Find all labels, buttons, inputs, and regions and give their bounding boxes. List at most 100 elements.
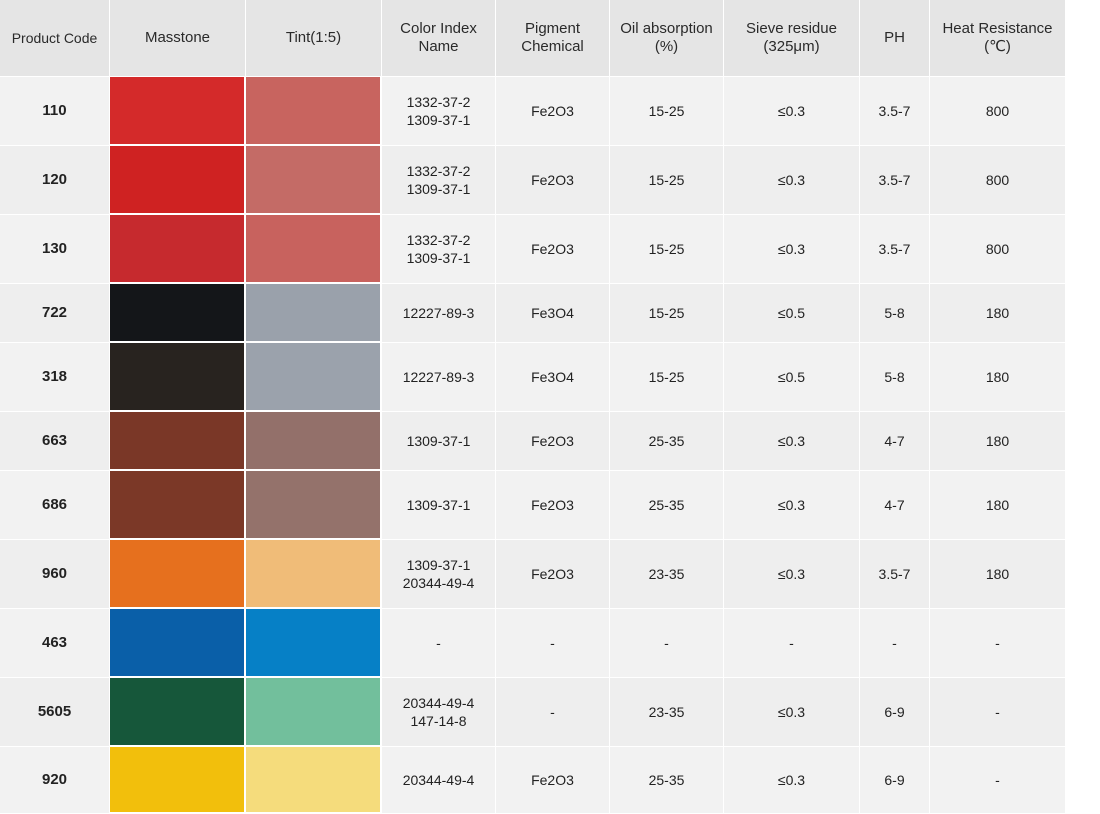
heat-resistance-cell: 800: [930, 215, 1066, 284]
heat-resistance-cell: 180: [930, 412, 1066, 471]
oil-absorption-cell: 25-35: [610, 747, 724, 814]
oil-absorption-cell: 25-35: [610, 412, 724, 471]
masstone-swatch: [110, 284, 246, 343]
color-index-cell: -: [382, 609, 496, 678]
heat-resistance-cell: 180: [930, 284, 1066, 343]
product-code-cell: 5605: [0, 678, 110, 747]
product-code-cell: 110: [0, 77, 110, 146]
heat-resistance-cell: -: [930, 747, 1066, 814]
color-index-cell: 1309-37-1: [382, 471, 496, 540]
oil-absorption-cell: 15-25: [610, 77, 724, 146]
oil-absorption-cell: 23-35: [610, 540, 724, 609]
masstone-swatch: [110, 471, 246, 540]
color-index-cell: 12227-89-3: [382, 343, 496, 412]
header-heat-resistance: Heat Resistance (℃): [930, 0, 1066, 77]
header-ph: PH: [860, 0, 930, 77]
pigment-chemical-cell: Fe2O3: [496, 471, 610, 540]
color-index-cell: 1309-37-1 20344-49-4: [382, 540, 496, 609]
masstone-swatch: [110, 343, 246, 412]
heat-resistance-cell: -: [930, 609, 1066, 678]
tint-swatch: [246, 215, 382, 284]
product-code-cell: 960: [0, 540, 110, 609]
tint-swatch: [246, 540, 382, 609]
tint-swatch: [246, 678, 382, 747]
ph-cell: 5-8: [860, 284, 930, 343]
tint-swatch: [246, 747, 382, 814]
color-index-cell: 1332-37-2 1309-37-1: [382, 77, 496, 146]
header-tint: Tint(1:5): [246, 0, 382, 77]
header-pigment-chemical: Pigment Chemical: [496, 0, 610, 77]
sieve-residue-cell: ≤0.3: [724, 77, 860, 146]
pigment-chemical-cell: -: [496, 609, 610, 678]
pigment-chemical-cell: Fe2O3: [496, 747, 610, 814]
heat-resistance-cell: 800: [930, 146, 1066, 215]
sieve-residue-cell: -: [724, 609, 860, 678]
masstone-swatch: [110, 678, 246, 747]
tint-swatch: [246, 77, 382, 146]
ph-cell: 6-9: [860, 678, 930, 747]
ph-cell: 4-7: [860, 471, 930, 540]
oil-absorption-cell: 15-25: [610, 146, 724, 215]
heat-resistance-cell: 180: [930, 471, 1066, 540]
product-code-cell: 722: [0, 284, 110, 343]
color-index-cell: 1309-37-1: [382, 412, 496, 471]
color-index-cell: 20344-49-4: [382, 747, 496, 814]
pigment-chemical-cell: Fe2O3: [496, 146, 610, 215]
color-index-cell: 20344-49-4 147-14-8: [382, 678, 496, 747]
ph-cell: 3.5-7: [860, 215, 930, 284]
pigment-chemical-cell: Fe2O3: [496, 540, 610, 609]
header-color-index-name: Color Index Name: [382, 0, 496, 77]
heat-resistance-cell: 180: [930, 343, 1066, 412]
sieve-residue-cell: ≤0.3: [724, 540, 860, 609]
pigment-chemical-cell: Fe2O3: [496, 412, 610, 471]
oil-absorption-cell: 15-25: [610, 215, 724, 284]
ph-cell: 4-7: [860, 412, 930, 471]
oil-absorption-cell: 23-35: [610, 678, 724, 747]
tint-swatch: [246, 146, 382, 215]
sieve-residue-cell: ≤0.3: [724, 747, 860, 814]
pigment-chemical-cell: Fe3O4: [496, 343, 610, 412]
oil-absorption-cell: 15-25: [610, 343, 724, 412]
tint-swatch: [246, 343, 382, 412]
ph-cell: 6-9: [860, 747, 930, 814]
ph-cell: 3.5-7: [860, 146, 930, 215]
ph-cell: 3.5-7: [860, 77, 930, 146]
product-code-cell: 130: [0, 215, 110, 284]
sieve-residue-cell: ≤0.3: [724, 412, 860, 471]
product-code-cell: 686: [0, 471, 110, 540]
header-product-code: Product Code: [0, 0, 110, 77]
product-code-cell: 463: [0, 609, 110, 678]
header-oil-absorption: Oil absorption (%): [610, 0, 724, 77]
sieve-residue-cell: ≤0.5: [724, 343, 860, 412]
sieve-residue-cell: ≤0.3: [724, 471, 860, 540]
oil-absorption-cell: 15-25: [610, 284, 724, 343]
sieve-residue-cell: ≤0.5: [724, 284, 860, 343]
pigment-chemical-cell: Fe2O3: [496, 77, 610, 146]
tint-swatch: [246, 284, 382, 343]
sieve-residue-cell: ≤0.3: [724, 678, 860, 747]
color-index-cell: 1332-37-2 1309-37-1: [382, 215, 496, 284]
tint-swatch: [246, 609, 382, 678]
pigment-chemical-cell: Fe2O3: [496, 215, 610, 284]
pigment-chemical-cell: Fe3O4: [496, 284, 610, 343]
header-sieve-residue: Sieve residue (325μm): [724, 0, 860, 77]
pigment-chemical-cell: -: [496, 678, 610, 747]
product-code-cell: 120: [0, 146, 110, 215]
heat-resistance-cell: 180: [930, 540, 1066, 609]
ph-cell: 5-8: [860, 343, 930, 412]
oil-absorption-cell: -: [610, 609, 724, 678]
product-code-cell: 663: [0, 412, 110, 471]
sieve-residue-cell: ≤0.3: [724, 215, 860, 284]
masstone-swatch: [110, 215, 246, 284]
heat-resistance-cell: -: [930, 678, 1066, 747]
masstone-swatch: [110, 77, 246, 146]
heat-resistance-cell: 800: [930, 77, 1066, 146]
header-masstone: Masstone: [110, 0, 246, 77]
sieve-residue-cell: ≤0.3: [724, 146, 860, 215]
tint-swatch: [246, 412, 382, 471]
tint-swatch: [246, 471, 382, 540]
product-code-cell: 920: [0, 747, 110, 814]
ph-cell: 3.5-7: [860, 540, 930, 609]
oil-absorption-cell: 25-35: [610, 471, 724, 540]
